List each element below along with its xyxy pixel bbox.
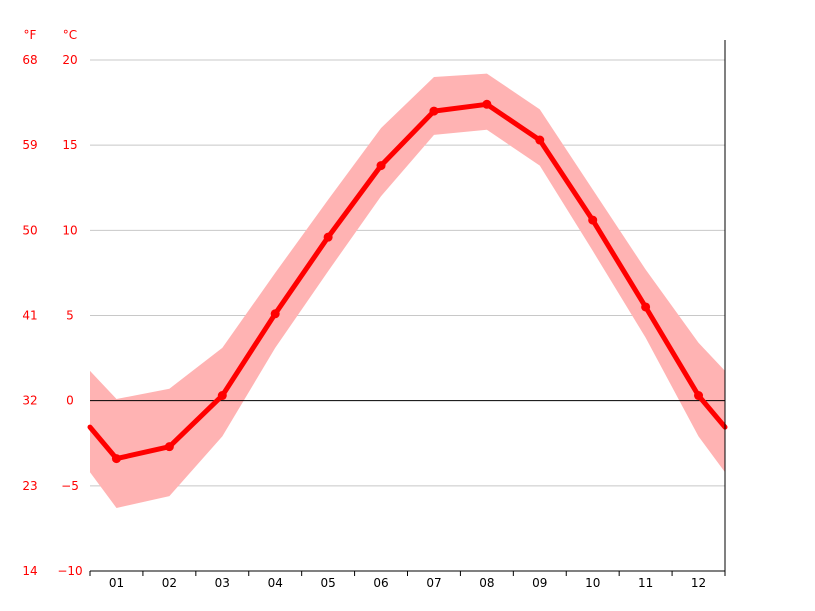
x-tick-label: 09 <box>532 576 547 590</box>
data-point <box>164 442 174 452</box>
data-point <box>217 391 227 401</box>
data-point <box>111 454 121 464</box>
celsius-tick-label: 5 <box>66 309 74 323</box>
fahrenheit-tick-label: 50 <box>22 223 37 237</box>
data-point <box>641 302 651 312</box>
x-tick-labels: 01 02 03 04 05 06 07 08 09 10 11 12 <box>89 571 726 590</box>
x-tick-label: 04 <box>268 576 283 590</box>
fahrenheit-tick-label: 41 <box>22 309 37 323</box>
celsius-tick-label: 15 <box>62 138 77 152</box>
data-points <box>111 99 704 464</box>
data-point <box>270 309 280 319</box>
x-tick-label: 12 <box>691 576 706 590</box>
fahrenheit-tick-labels: 68 59 50 41 32 23 14 <box>22 53 37 578</box>
celsius-tick-label: −5 <box>61 479 79 493</box>
fahrenheit-tick-label: 59 <box>22 138 37 152</box>
celsius-tick-labels: 20 15 10 5 0 −5 −10 <box>57 53 82 578</box>
data-point <box>323 232 333 242</box>
celsius-tick-label: 10 <box>62 223 77 237</box>
gridlines <box>90 59 725 487</box>
x-tick-label: 11 <box>638 576 653 590</box>
fahrenheit-tick-label: 68 <box>22 53 37 67</box>
x-tick-label: 08 <box>479 576 494 590</box>
fahrenheit-tick-label: 23 <box>22 479 37 493</box>
fahrenheit-tick-label: 14 <box>22 564 37 578</box>
celsius-unit-label: °C <box>63 28 77 42</box>
data-point <box>588 215 598 225</box>
data-point <box>429 106 439 116</box>
celsius-tick-label: 20 <box>62 53 77 67</box>
celsius-tick-label: 0 <box>66 394 74 408</box>
fahrenheit-unit-label: °F <box>24 28 37 42</box>
fahrenheit-tick-label: 32 <box>22 394 37 408</box>
celsius-tick-label: −10 <box>57 564 82 578</box>
x-tick-label: 05 <box>320 576 335 590</box>
x-tick-label: 02 <box>162 576 177 590</box>
x-tick-label: 06 <box>373 576 388 590</box>
data-point <box>482 99 492 109</box>
series-line <box>87 101 728 462</box>
data-point <box>535 135 545 145</box>
data-point <box>694 391 704 401</box>
x-tick-label: 10 <box>585 576 600 590</box>
x-tick-label: 07 <box>426 576 441 590</box>
data-point <box>376 161 386 171</box>
x-tick-label: 03 <box>215 576 230 590</box>
x-tick-label: 01 <box>109 576 124 590</box>
